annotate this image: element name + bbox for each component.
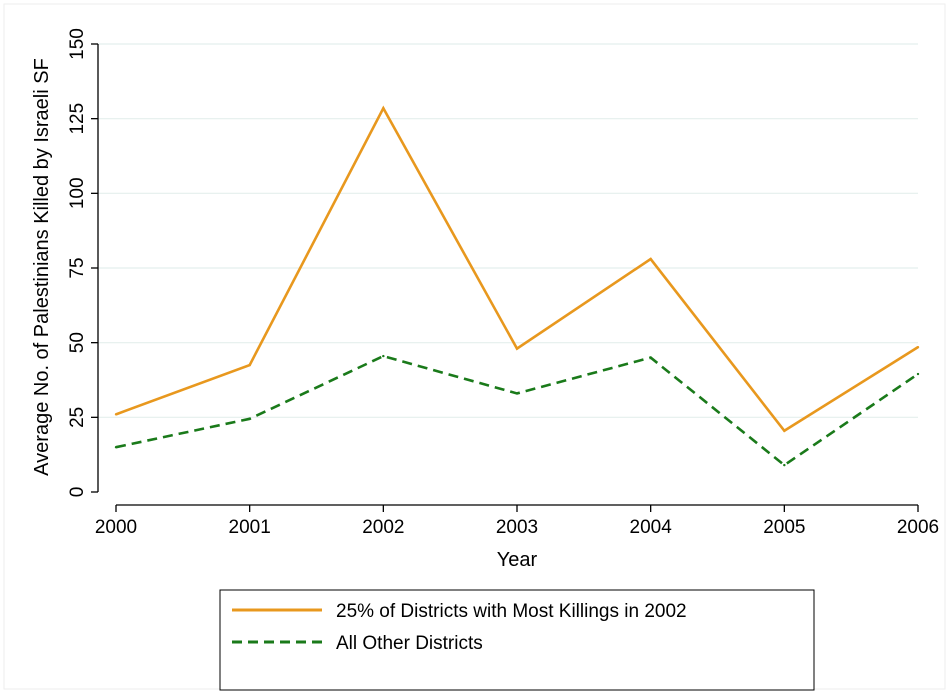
- series-point: [382, 354, 385, 358]
- y-axis-title: Average No. of Palestinians Killed by Is…: [31, 58, 53, 476]
- x-tick-label: 2000: [95, 517, 137, 538]
- grid-layer: [98, 43, 918, 418]
- axes-layer: 0 25 50 75 100 125 150 2000 2001 2002 2003 2004 2005…: [67, 28, 939, 538]
- legend-box: [219, 589, 815, 691]
- series-point: [515, 347, 519, 350]
- series-point: [114, 446, 118, 449]
- series-point: [783, 429, 786, 432]
- series-point: [649, 356, 652, 359]
- series-point: [382, 107, 385, 110]
- x-tick-label: 2002: [362, 517, 404, 538]
- x-tick-label: 2003: [496, 517, 538, 538]
- x-tick-label: 2005: [763, 517, 805, 538]
- y-tick-label: 100: [67, 177, 88, 209]
- y-tick-label: 0: [67, 487, 88, 498]
- labels-layer: Average No. of Palestinians Killed by Is…: [31, 58, 538, 571]
- series-point: [916, 345, 920, 349]
- x-tick-label: 2004: [630, 517, 673, 538]
- series-point: [248, 363, 251, 367]
- y-tick-label: 150: [67, 28, 88, 60]
- series-point: [515, 392, 519, 395]
- series-point: [916, 372, 920, 376]
- y-tick-label: 25: [67, 407, 88, 428]
- series-layer: [114, 105, 920, 467]
- legend-label-top-quartile: 25% of Districts with Most Killings in 2…: [336, 601, 687, 622]
- x-tick-label: 2006: [897, 517, 939, 538]
- series-point: [783, 463, 786, 467]
- y-tick-label: 125: [67, 103, 88, 135]
- series-point: [649, 257, 652, 261]
- y-tick-label: 50: [67, 332, 88, 353]
- y-tick-label: 75: [67, 257, 88, 278]
- legend: 25% of Districts with Most Killings in 2…: [219, 589, 815, 691]
- chart-background: [3, 3, 946, 690]
- series-point: [114, 413, 118, 416]
- series-point: [248, 417, 251, 421]
- x-axis-title: Year: [497, 549, 538, 571]
- legend-label-other-districts: All Other Districts: [336, 633, 483, 654]
- x-tick-label: 2001: [229, 517, 271, 538]
